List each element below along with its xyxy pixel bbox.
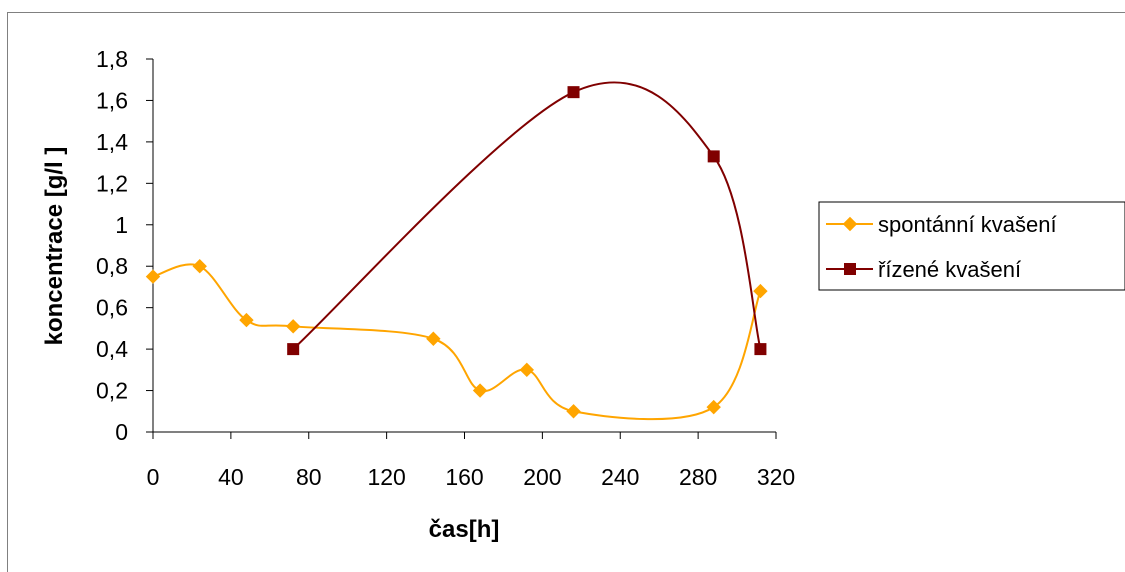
series-1 xyxy=(145,259,768,421)
data-point xyxy=(472,383,488,398)
data-point xyxy=(145,269,161,284)
legend-box xyxy=(818,201,1125,291)
x-tick-label: 120 xyxy=(367,464,405,490)
y-tick-label: 0,2 xyxy=(96,378,128,404)
y-tick-label: 0,4 xyxy=(96,336,128,362)
data-point xyxy=(754,343,767,356)
x-tick-label: 320 xyxy=(757,464,795,490)
legend-swatch-marker xyxy=(842,216,858,232)
y-tick-label: 0,6 xyxy=(96,295,128,321)
legend-items: spontánní kvašení řízené kvašení xyxy=(826,212,1057,282)
x-tick-label: 80 xyxy=(296,464,322,490)
data-point xyxy=(567,86,580,99)
y-tick-label: 1,4 xyxy=(96,129,128,155)
data-point xyxy=(285,319,301,334)
series-2 xyxy=(287,81,767,356)
legend: spontánní kvašení řízené kvašení xyxy=(818,201,1125,291)
x-tick-label: 160 xyxy=(445,464,483,490)
y-tick-label: 1,8 xyxy=(96,46,128,72)
data-point xyxy=(519,362,535,378)
data-point xyxy=(753,283,768,299)
axes xyxy=(152,59,776,433)
legend-item: spontánní kvašení xyxy=(826,212,1057,237)
x-tick-label: 200 xyxy=(523,464,561,490)
y-tick-label: 0 xyxy=(115,419,128,445)
legend-label: spontánní kvašení xyxy=(878,212,1057,237)
y-tick-label: 1,6 xyxy=(96,87,128,113)
data-point xyxy=(239,312,254,328)
y-tick-label: 1,2 xyxy=(96,170,128,196)
x-tick-label: 280 xyxy=(679,464,717,490)
data-point xyxy=(287,343,300,356)
data-point xyxy=(426,331,441,346)
y-axis-ticks: 0 0,2 0,4 0,6 0,8 1 1,2 1,4 1,6 1,8 xyxy=(96,46,153,445)
x-axis-title: čas[h] xyxy=(429,516,500,543)
series-line xyxy=(152,263,762,421)
legend-swatch-marker xyxy=(844,263,856,275)
data-point xyxy=(566,404,581,419)
x-tick-label: 0 xyxy=(147,464,160,490)
data-point xyxy=(707,150,720,163)
y-axis-title: koncentrace [g/l ] xyxy=(41,147,68,346)
x-tick-label: 40 xyxy=(218,464,244,490)
data-point xyxy=(192,259,207,274)
y-tick-label: 1 xyxy=(115,212,128,238)
legend-label: řízené kvašení xyxy=(878,257,1021,282)
data-point xyxy=(706,399,721,415)
x-axis-ticks: 0 40 80 120 160 200 240 280 320 xyxy=(147,432,795,490)
x-tick-label: 240 xyxy=(601,464,639,490)
y-tick-label: 0,8 xyxy=(96,253,128,279)
legend-item: řízené kvašení xyxy=(826,257,1021,282)
series-layer xyxy=(145,81,768,421)
chart-frame xyxy=(7,12,1125,572)
series-line xyxy=(292,81,762,350)
